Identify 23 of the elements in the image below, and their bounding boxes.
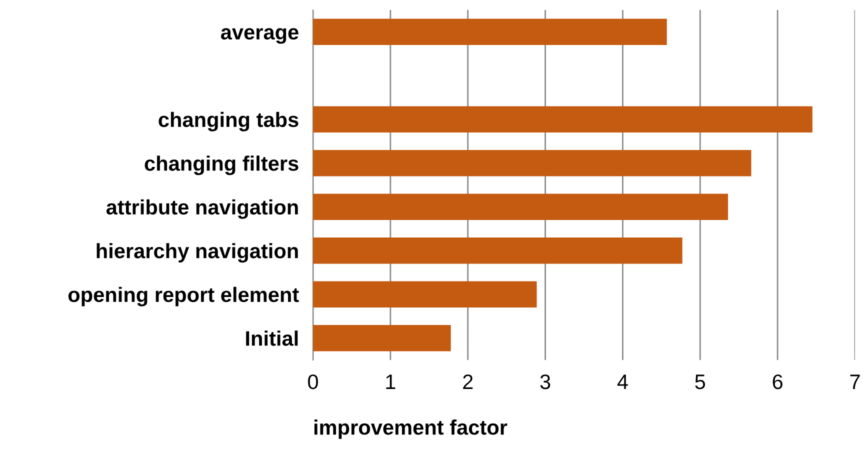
y-tick-label: Initial xyxy=(246,330,298,346)
x-tick-label: 6 xyxy=(772,374,782,390)
y-tick-label: hierarchy navigation xyxy=(96,243,298,263)
x-tick-label: 0 xyxy=(308,374,318,390)
y-tick-label: attribute navigation xyxy=(106,199,298,219)
bar xyxy=(313,325,451,352)
bar xyxy=(313,238,682,264)
x-tick-label: 1 xyxy=(386,374,396,389)
bar xyxy=(313,194,728,220)
x-tick-label: 2 xyxy=(463,374,473,389)
x-tick-label: 5 xyxy=(695,374,706,390)
x-tick-label: 7 xyxy=(850,374,860,389)
x-tick-label: 3 xyxy=(540,374,550,390)
y-tick-label: average xyxy=(220,28,298,44)
bar xyxy=(313,281,537,308)
x-axis-title: improvement factor xyxy=(314,420,508,439)
y-tick-label: opening report element xyxy=(68,286,299,306)
bar xyxy=(313,18,667,45)
bar xyxy=(313,150,752,176)
y-tick-label: changing filters xyxy=(144,156,298,176)
x-tick-label: 4 xyxy=(617,374,628,389)
bar xyxy=(313,106,812,132)
y-tick-label: changing tabs xyxy=(158,112,298,132)
